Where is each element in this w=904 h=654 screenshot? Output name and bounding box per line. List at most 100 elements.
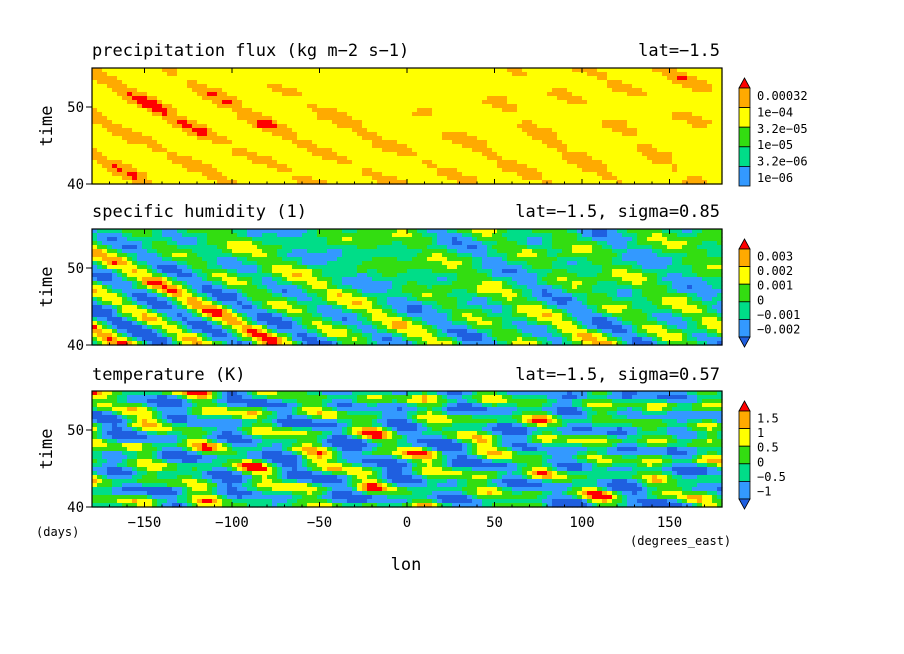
field-cell (442, 253, 448, 258)
field-cell (652, 164, 658, 169)
field-cell (647, 144, 653, 149)
field-cell (382, 156, 388, 161)
field-cell (252, 144, 258, 149)
field-cell (312, 140, 318, 145)
field-cell (572, 124, 578, 129)
field-cell (627, 116, 633, 121)
field-cell (307, 148, 313, 153)
field-cell (672, 76, 678, 81)
field-cell (387, 245, 393, 250)
field-cell (432, 180, 438, 185)
field-cell (337, 237, 343, 242)
field-cell (672, 249, 678, 254)
field-cell (612, 120, 618, 125)
field-cell (182, 160, 188, 165)
field-cell (187, 100, 193, 105)
field-cell (317, 176, 323, 181)
field-cell (377, 233, 383, 238)
field-cell (117, 245, 123, 250)
field-cell (637, 96, 643, 101)
field-cell (362, 245, 368, 250)
field-cell (452, 108, 458, 113)
field-cell (367, 261, 373, 266)
field-cell (252, 249, 258, 254)
field-cell (537, 168, 543, 173)
field-cell (167, 164, 173, 169)
field-cell (632, 233, 638, 238)
field-cell (452, 164, 458, 169)
field-cell (562, 156, 568, 161)
field-cell (167, 241, 173, 246)
field-cell (372, 68, 378, 73)
field-cell (602, 120, 608, 125)
field-cell (457, 148, 463, 153)
field-cell (642, 76, 648, 81)
field-cell (697, 112, 703, 117)
field-cell (187, 116, 193, 121)
field-cell (477, 88, 483, 93)
field-cell (192, 257, 198, 262)
field-cell (517, 128, 523, 133)
field-cell (412, 136, 418, 141)
field-cell (627, 120, 633, 125)
field-cell (122, 168, 128, 173)
field-cell (642, 168, 648, 173)
field-cell (677, 253, 683, 258)
field-cell (637, 76, 643, 81)
field-cell (207, 120, 213, 125)
field-cell (697, 257, 703, 262)
field-cell (662, 160, 668, 165)
field-cell (407, 116, 413, 121)
field-cell (202, 148, 208, 153)
field-cell (177, 229, 183, 234)
field-cell (662, 72, 668, 77)
field-cell (712, 88, 718, 93)
field-cell (582, 257, 588, 262)
field-cell (627, 160, 633, 165)
field-cell (622, 144, 628, 149)
field-cell (372, 152, 378, 157)
field-cell (647, 132, 653, 137)
field-cell (272, 84, 278, 89)
field-cell (332, 144, 338, 149)
field-cell (137, 176, 143, 181)
field-cell (187, 172, 193, 177)
field-cell (107, 80, 113, 85)
field-cell (367, 257, 373, 262)
field-cell (447, 152, 453, 157)
field-cell (182, 241, 188, 246)
field-cell (502, 168, 508, 173)
field-cell (552, 116, 558, 121)
field-cell (422, 160, 428, 165)
field-cell (432, 84, 438, 89)
field-cell (177, 76, 183, 81)
field-cell (222, 168, 228, 173)
field-cell (707, 152, 713, 157)
field-cell (572, 116, 578, 121)
field-cell (162, 104, 168, 109)
colorbar-label: 1e−05 (757, 138, 793, 152)
field-cell (137, 132, 143, 137)
field-cell (127, 241, 133, 246)
field-cell (202, 72, 208, 77)
field-cell (122, 124, 128, 129)
field-cell (612, 72, 618, 77)
field-cell (97, 72, 103, 77)
field-cell (487, 68, 493, 73)
field-cell (412, 116, 418, 121)
field-cell (312, 249, 318, 254)
field-cell (167, 265, 173, 270)
field-cell (517, 249, 523, 254)
field-cell (602, 237, 608, 242)
field-cell (177, 168, 183, 173)
field-cell (612, 108, 618, 113)
field-cell (602, 112, 608, 117)
field-cell (302, 233, 308, 238)
field-cell (447, 160, 453, 165)
field-cell (167, 72, 173, 77)
field-cell (652, 176, 658, 181)
field-cell (657, 180, 663, 185)
field-cell (322, 100, 328, 105)
field-cell (322, 245, 328, 250)
field-cell (507, 241, 513, 246)
